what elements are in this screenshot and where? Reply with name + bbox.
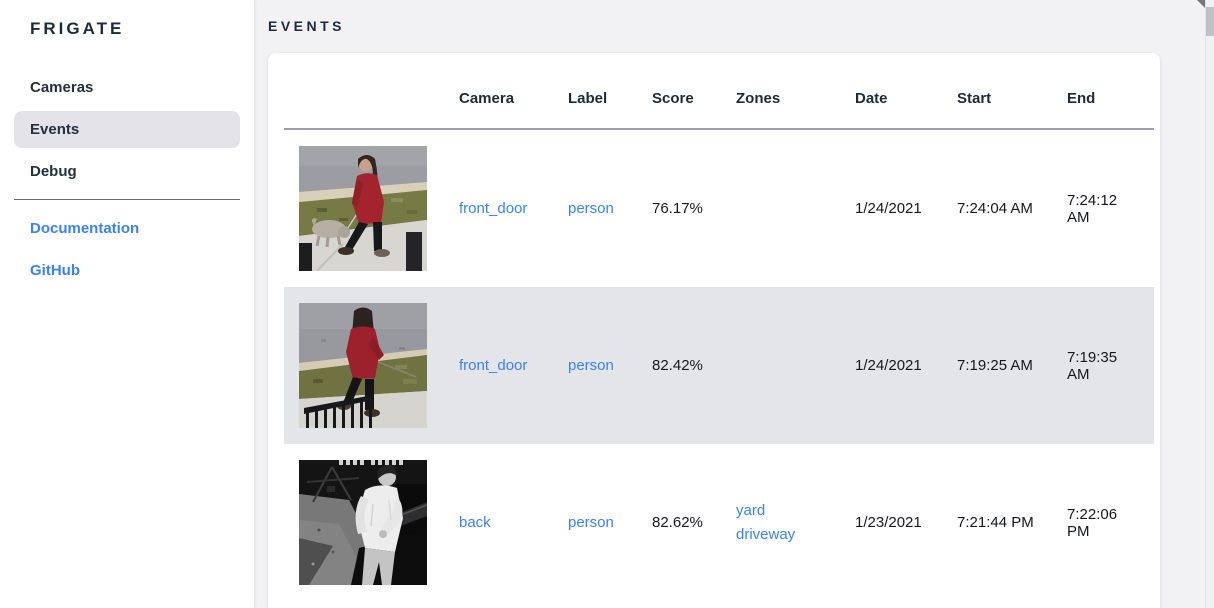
score-value: 76.17% (652, 200, 703, 217)
event-row[interactable]: front_door person 76.17% 1/24/2021 7:24:… (284, 129, 1154, 287)
date-value: 1/24/2021 (855, 357, 922, 374)
scrollbar-corner-arrow-icon (1197, 0, 1205, 8)
event-thumbnail-cell (284, 287, 444, 444)
zones-cell (721, 287, 840, 444)
sidebar-link-github[interactable]: GitHub (30, 262, 80, 279)
events-card: Camera Label Score Zones Date Start End (268, 53, 1160, 608)
end-time-value: 7:19:35 AM (1067, 348, 1118, 383)
label-link[interactable]: person (568, 357, 614, 374)
event-row[interactable]: back person 82.62% yard driveway 1/23/20… (284, 444, 1154, 601)
zones-cell (721, 129, 840, 287)
end-time-value: 7:24:12 AM (1067, 191, 1118, 226)
zones-cell: yard driveway (721, 444, 840, 601)
camera-link[interactable]: back (459, 514, 491, 531)
sidebar-item-debug[interactable]: Debug (30, 163, 77, 180)
sidebar-divider (14, 199, 240, 200)
column-header-end: End (1052, 69, 1154, 130)
date-value: 1/23/2021 (855, 514, 922, 531)
sidebar-nav: Cameras Events Debug Documentation GitHu… (0, 69, 254, 289)
event-thumbnail-night-person[interactable] (299, 460, 427, 585)
start-time-value: 7:21:44 PM (957, 514, 1034, 531)
event-thumbnail-person-red-hoodie[interactable] (299, 303, 427, 428)
scrollbar-thumb[interactable] (1206, 7, 1214, 36)
zone-link[interactable]: driveway (736, 525, 796, 543)
sidebar-link-documentation[interactable]: Documentation (30, 220, 140, 237)
event-thumbnail-person-walking-dog[interactable] (299, 146, 427, 271)
sidebar: FRIGATE Cameras Events Debug Documentati… (0, 0, 255, 608)
score-value: 82.42% (652, 357, 703, 374)
vertical-scrollbar[interactable] (1197, 0, 1214, 608)
start-time-value: 7:19:25 AM (957, 357, 1033, 374)
event-thumbnail-cell (284, 129, 444, 287)
label-link[interactable]: person (568, 514, 614, 531)
start-time-value: 7:24:04 AM (957, 200, 1033, 217)
column-header-label: Label (553, 69, 637, 130)
main-content: EVENTS Camera Label Score Zones Date Sta… (256, 0, 1214, 608)
column-header-start: Start (942, 69, 1052, 130)
event-thumbnail-cell (284, 444, 444, 601)
score-value: 82.62% (652, 514, 703, 531)
column-header-zones: Zones (721, 69, 840, 130)
camera-link[interactable]: front_door (459, 357, 528, 374)
end-time-value: 7:22:06 PM (1067, 505, 1118, 540)
event-row[interactable]: front_door person 82.42% 1/24/2021 7:19:… (284, 287, 1154, 444)
column-header-thumbnail (284, 69, 444, 130)
table-header-row: Camera Label Score Zones Date Start End (284, 69, 1154, 130)
column-header-camera: Camera (444, 69, 553, 130)
sidebar-item-events[interactable]: Events (14, 111, 240, 148)
app-logo: FRIGATE (30, 19, 125, 38)
camera-link[interactable]: front_door (459, 200, 528, 217)
date-value: 1/24/2021 (855, 200, 922, 217)
sidebar-item-cameras[interactable]: Cameras (30, 79, 94, 96)
events-table: Camera Label Score Zones Date Start End (284, 69, 1154, 601)
column-header-score: Score (637, 69, 721, 130)
label-link[interactable]: person (568, 200, 614, 217)
column-header-date: Date (840, 69, 942, 130)
zone-link[interactable]: yard (736, 501, 766, 519)
page-title: EVENTS (268, 18, 346, 34)
